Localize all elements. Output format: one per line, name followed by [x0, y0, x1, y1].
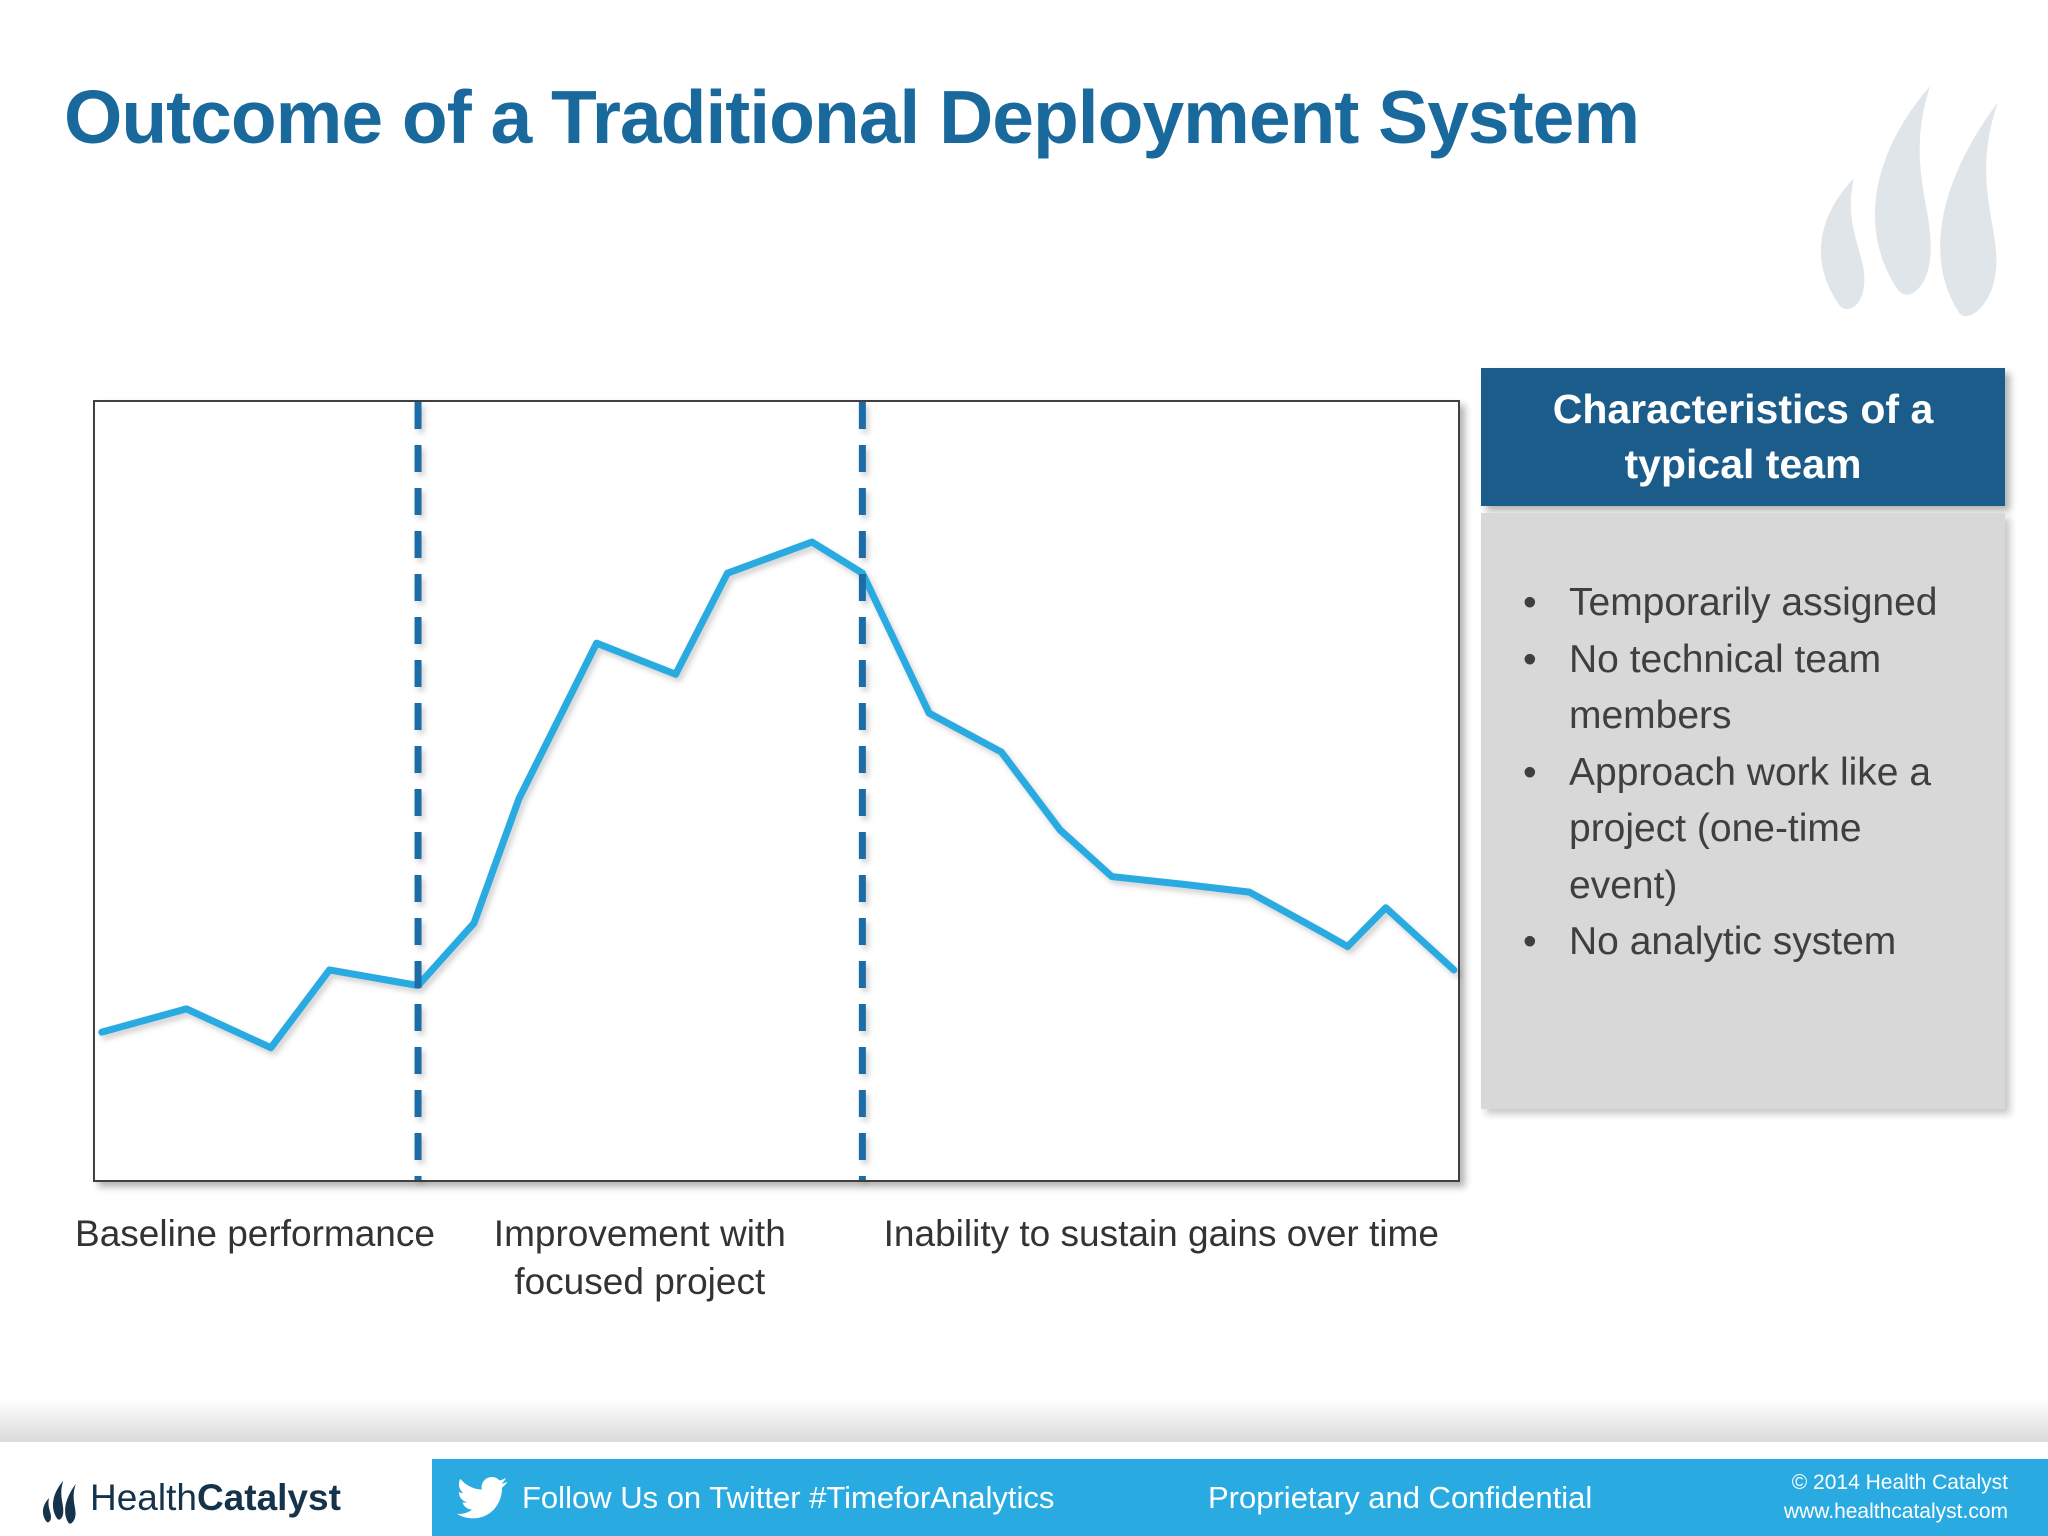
- website-url: www.healthcatalyst.com: [1783, 1499, 2008, 1523]
- sidebar-bullet: No analytic system: [1509, 914, 1954, 971]
- copyright-block: © 2014 Health Catalyst www.healthcatalys…: [1784, 1459, 2008, 1536]
- sidebar-bullet: Approach work like a project (one-time e…: [1509, 745, 1954, 915]
- healthcatalyst-logo: HealthCatalyst: [0, 1459, 432, 1536]
- page-title: Outcome of a Traditional Deployment Syst…: [64, 75, 1640, 159]
- sidebar-body: Temporarily assigned No technical team m…: [1481, 513, 2005, 1109]
- performance-chart: [93, 400, 1460, 1182]
- confidential-text: Proprietary and Confidential: [1208, 1479, 1593, 1515]
- phase-label-inability: Inability to sustain gains over time: [883, 1213, 1439, 1254]
- logo-wordmark: HealthCatalyst: [90, 1476, 341, 1518]
- sidebar-bullet: No technical team members: [1509, 632, 1954, 745]
- sidebar-title: Characteristics of a typical team: [1481, 368, 2005, 506]
- footer-gap: [0, 1442, 2048, 1459]
- flame-watermark-icon: [1820, 86, 1998, 317]
- phase-label-improvement: Improvement with focused project: [493, 1213, 786, 1303]
- footer-shadow-divider: [0, 1398, 2048, 1442]
- twitter-callout: Follow Us on Twitter #TimeforAnalytics: [456, 1459, 1054, 1536]
- sidebar-bullet: Temporarily assigned: [1509, 575, 1954, 632]
- flame-logo-icon: [42, 1480, 76, 1524]
- copyright-line: © 2014 Health Catalyst: [1791, 1471, 2008, 1495]
- twitter-bird-icon: [456, 1476, 508, 1518]
- phase-label-baseline: Baseline performance: [75, 1213, 435, 1254]
- footer-bar: HealthCatalyst Follow Us on Twitter #Tim…: [0, 1459, 2048, 1536]
- twitter-text: Follow Us on Twitter #TimeforAnalytics: [522, 1479, 1055, 1515]
- sidebar-bullet-list: Temporarily assigned No technical team m…: [1509, 575, 1954, 971]
- performance-line-svg: [98, 402, 1458, 1180]
